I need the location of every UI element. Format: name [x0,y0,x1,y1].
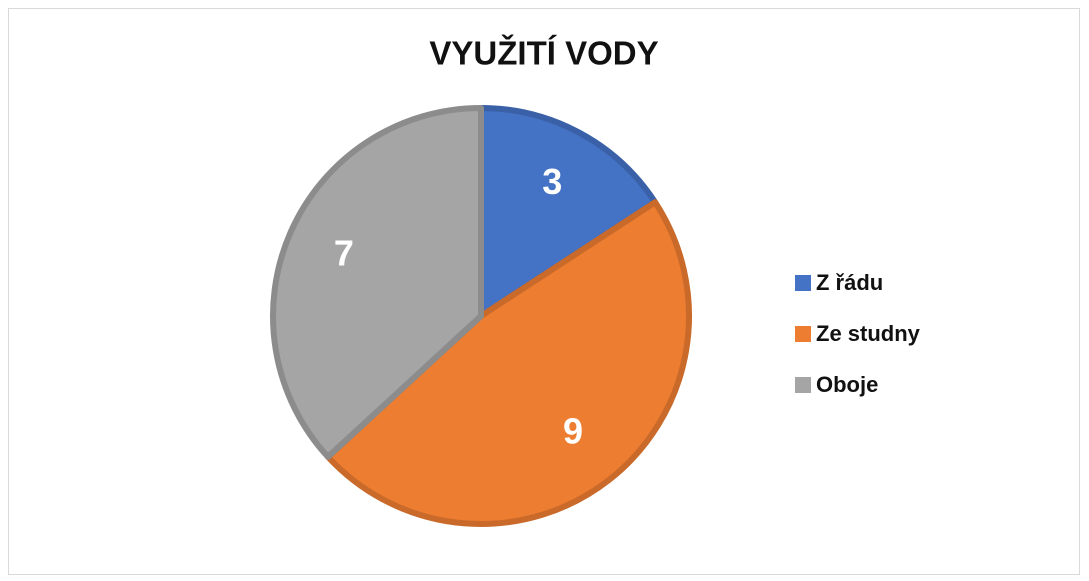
legend-label: Z řádu [816,270,883,295]
legend-label: Oboje [816,372,878,397]
legend-swatch [795,275,811,291]
legend-swatch [795,377,811,393]
pie-slice [478,105,659,319]
chart-title: VYUŽITÍ VODY [429,35,658,72]
data-label: 3 [542,161,562,202]
pie-slice [324,199,692,527]
data-label: 9 [563,411,583,452]
pie-slice [270,105,484,460]
data-label: 7 [334,232,354,273]
legend-swatch [795,326,811,342]
legend-label: Ze studny [816,321,921,346]
